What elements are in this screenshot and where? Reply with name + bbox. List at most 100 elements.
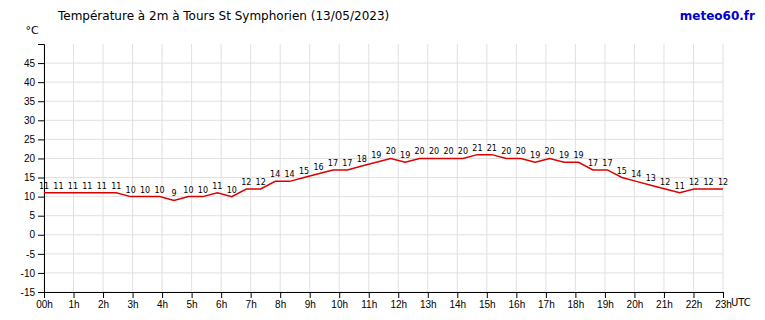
y-tick-mark bbox=[38, 235, 44, 236]
marks bbox=[44, 155, 723, 201]
x-tick-label: 10h bbox=[331, 299, 348, 310]
x-tick-label: 12h bbox=[390, 299, 407, 310]
x-tick-mark bbox=[339, 292, 340, 298]
y-tick-label: 25 bbox=[24, 134, 36, 145]
x-tick-label: 3h bbox=[128, 299, 139, 310]
data-label: 20 bbox=[386, 147, 396, 156]
data-label: 13 bbox=[646, 174, 656, 183]
y-tick-label: -10 bbox=[21, 268, 36, 279]
y-tick-label: 30 bbox=[24, 115, 36, 126]
x-tick-mark bbox=[693, 292, 694, 298]
line bbox=[44, 155, 723, 201]
x-tick: 3h bbox=[128, 292, 139, 310]
y-tick: -10 bbox=[21, 268, 44, 279]
x-tick-label: 23h bbox=[715, 299, 732, 310]
x-tick-mark bbox=[192, 292, 193, 298]
data-label: 20 bbox=[415, 147, 425, 156]
data-label: 18 bbox=[357, 155, 367, 164]
x-tick-label: 7h bbox=[246, 299, 257, 310]
x-tick-mark bbox=[605, 292, 606, 298]
grid-line bbox=[44, 101, 723, 102]
x-tick-label: 21h bbox=[656, 299, 673, 310]
data-label: 14 bbox=[631, 170, 641, 179]
data-label: 20 bbox=[458, 147, 468, 156]
x-tick-label: 16h bbox=[509, 299, 526, 310]
grid-line bbox=[398, 44, 399, 292]
x-tick-label: 19h bbox=[597, 299, 614, 310]
data-label: 20 bbox=[516, 147, 526, 156]
grid-line bbox=[516, 44, 517, 292]
x-axis-title: UTC bbox=[731, 297, 751, 308]
data-label: 11 bbox=[82, 182, 92, 191]
data-label: 20 bbox=[545, 147, 555, 156]
x-tick-mark bbox=[516, 292, 517, 298]
data-label: 10 bbox=[198, 186, 208, 195]
x-tick-mark bbox=[369, 292, 370, 298]
data-label: 10 bbox=[154, 186, 164, 195]
grid-line bbox=[368, 44, 369, 292]
data-label: 11 bbox=[212, 182, 222, 191]
y-tick: -15 bbox=[21, 287, 44, 298]
data-label: 17 bbox=[328, 159, 338, 168]
y-tick-mark bbox=[38, 101, 44, 102]
y-tick-label: 20 bbox=[24, 153, 36, 164]
data-label: 12 bbox=[241, 178, 251, 187]
grid-line bbox=[44, 63, 723, 64]
y-tick-label: 40 bbox=[24, 77, 36, 88]
x-tick-label: 15h bbox=[479, 299, 496, 310]
y-tick-mark bbox=[38, 273, 44, 274]
data-label: 19 bbox=[371, 151, 381, 160]
x-tick: 12h bbox=[390, 292, 407, 310]
x-tick-mark bbox=[487, 292, 488, 298]
data-label: 15 bbox=[617, 167, 627, 176]
grid-line bbox=[44, 158, 723, 159]
x-tick: 7h bbox=[246, 292, 257, 310]
y-tick-mark bbox=[38, 82, 44, 83]
x-tick: 10h bbox=[331, 292, 348, 310]
grid-line bbox=[44, 120, 723, 121]
y-tick: 30 bbox=[24, 115, 44, 126]
y-axis: -15-10-5051015202530354045 bbox=[21, 45, 45, 298]
grid-line bbox=[73, 44, 74, 292]
grid-line bbox=[339, 44, 340, 292]
y-tick: 0 bbox=[29, 229, 44, 240]
x-tick-label: 1h bbox=[68, 299, 79, 310]
data-label: 17 bbox=[342, 159, 352, 168]
y-tick: -5 bbox=[26, 249, 44, 260]
grid-line bbox=[44, 253, 723, 254]
x-tick-mark bbox=[546, 292, 547, 298]
data-label: 16 bbox=[313, 163, 323, 172]
data-label: 19 bbox=[400, 151, 410, 160]
y-tick-label: 45 bbox=[24, 58, 36, 69]
x-tick: 20h bbox=[627, 292, 644, 310]
y-tick-mark bbox=[38, 120, 44, 121]
x-tick-label: 5h bbox=[187, 299, 198, 310]
data-label: 11 bbox=[111, 182, 121, 191]
y-tick-label: -15 bbox=[21, 287, 36, 298]
data-label: 11 bbox=[39, 182, 49, 191]
data-label: 19 bbox=[573, 151, 583, 160]
data-label: 10 bbox=[126, 186, 136, 195]
data-label: 9 bbox=[171, 189, 176, 198]
y-tick-mark bbox=[38, 158, 44, 159]
data-label: 19 bbox=[559, 151, 569, 160]
grid-line bbox=[457, 44, 458, 292]
data-label: 12 bbox=[256, 178, 266, 187]
x-tick: 2h bbox=[98, 292, 109, 310]
x-tick-mark bbox=[251, 292, 252, 298]
data-label: 12 bbox=[660, 178, 670, 187]
data-label: 21 bbox=[487, 144, 497, 153]
x-tick-mark bbox=[310, 292, 311, 298]
x-tick: 14h bbox=[449, 292, 466, 310]
data-labels: 1111111111111010109101011101212141415161… bbox=[39, 144, 728, 199]
grid-line bbox=[221, 44, 222, 292]
y-tick-mark bbox=[38, 178, 44, 179]
y-tick-mark bbox=[38, 254, 44, 255]
x-tick-mark bbox=[664, 292, 665, 298]
x-tick-label: 9h bbox=[305, 299, 316, 310]
x-tick: 4h bbox=[157, 292, 168, 310]
x-tick-label: 00h bbox=[36, 299, 53, 310]
grid-line bbox=[427, 44, 428, 292]
grid-line bbox=[44, 215, 723, 216]
data-label: 12 bbox=[718, 178, 728, 187]
